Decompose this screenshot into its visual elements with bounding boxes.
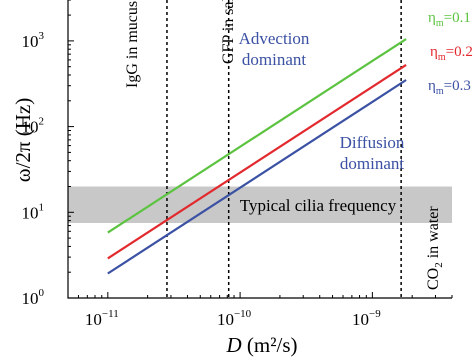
x-tick-label-2: 10−10 (217, 308, 252, 329)
band-label: Typical cilia frequency (240, 196, 397, 215)
series-label-2: ηm=0.2 (430, 44, 473, 63)
vertical-marker-label-2: GFP in saline (220, 0, 237, 64)
vertical-marker-label-1: IgG in mucus (124, 1, 141, 88)
series-line-3 (107, 79, 407, 275)
region-label-1: Advection dominant (239, 29, 310, 69)
vertical-marker-label-3: CO2 in water (425, 206, 445, 290)
y-tick-label-1: 100 (22, 287, 45, 308)
series-label-1: ηm=0.1 (428, 10, 471, 29)
y-tick-label-2: 101 (22, 201, 45, 222)
x-axis-label: D (m²/s) (225, 333, 297, 357)
y-axis-label: ω/2π (Hz) (11, 98, 35, 182)
region-label-2: Diffusion dominant (340, 133, 405, 173)
x-tick-label-3: 10−9 (352, 308, 381, 329)
y-tick-label-4: 103 (22, 30, 45, 51)
series-line-1 (107, 38, 407, 234)
y-tick-label-3: 102 (22, 116, 45, 137)
series-label-3: ηm=0.3 (428, 78, 471, 97)
x-tick-label-1: 10−11 (85, 308, 119, 329)
series-line-2 (107, 63, 407, 260)
